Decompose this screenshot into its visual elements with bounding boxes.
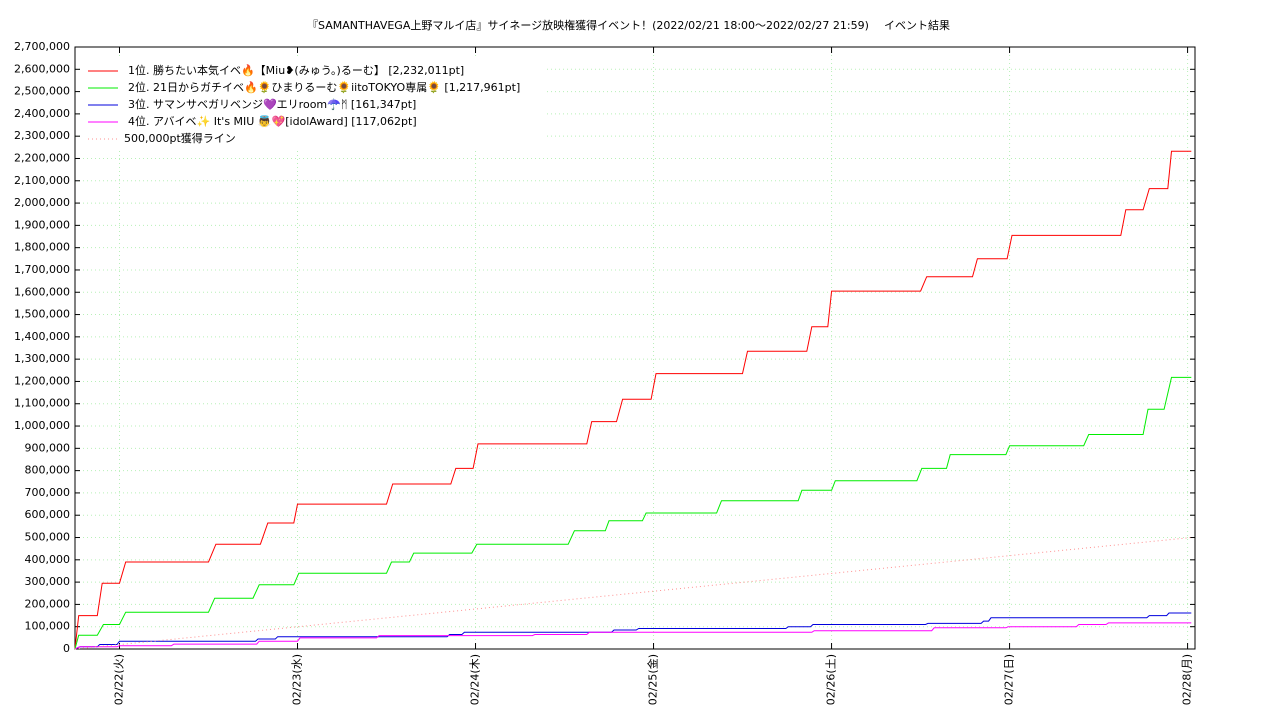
y-tick-label: 2,100,000	[14, 174, 70, 187]
x-tick-label: 02/26(土)	[825, 654, 838, 705]
series-line	[74, 376, 1192, 650]
y-tick-label: 2,300,000	[14, 129, 70, 142]
y-tick-label: 1,300,000	[14, 352, 70, 365]
y-tick-label: 1,400,000	[14, 330, 70, 343]
y-tick-label: 2,000,000	[14, 196, 70, 209]
chart-subtitle: イベント結果	[884, 18, 950, 32]
chart-title: 『SAMANTHAVEGA上野マルイ店』サイネージ放映権獲得イベント！(2022…	[307, 18, 869, 32]
y-tick-label: 2,400,000	[14, 107, 70, 120]
y-tick-label: 0	[63, 642, 70, 655]
y-tick-label: 1,200,000	[14, 374, 70, 387]
x-tick-label: 02/28(月)	[1181, 654, 1194, 705]
y-tick-label: 1,800,000	[14, 241, 70, 254]
y-tick-label: 1,100,000	[14, 397, 70, 410]
x-tick-label: 02/22(火)	[113, 654, 126, 705]
series-line	[74, 537, 1192, 650]
y-tick-label: 1,600,000	[14, 285, 70, 298]
y-tick-label: 1,900,000	[14, 218, 70, 231]
y-tick-label: 600,000	[25, 508, 71, 521]
x-tick-label: 02/25(金)	[646, 654, 660, 705]
legend-label: 500,000pt獲得ライン	[124, 132, 236, 145]
y-tick-label: 2,700,000	[14, 40, 70, 53]
y-tick-label: 500,000	[25, 531, 71, 544]
legend-box	[80, 57, 545, 151]
legend-label: 3位. サマンサベガリベンジ💜エリroom☂️ᛗ [161,347pt]	[128, 97, 416, 111]
series-line	[74, 612, 1192, 650]
x-tick-label: 02/27(日)	[1003, 654, 1016, 705]
y-tick-label: 1,500,000	[14, 308, 70, 321]
y-tick-label: 100,000	[25, 620, 71, 633]
y-tick-label: 800,000	[25, 464, 71, 477]
series-line	[74, 150, 1192, 650]
x-tick-label: 02/23(水)	[291, 654, 304, 705]
x-tick-label: 02/24(木)	[469, 654, 482, 705]
y-tick-label: 400,000	[25, 553, 71, 566]
y-tick-label: 300,000	[25, 575, 71, 588]
plot-frame	[74, 46, 1196, 650]
legend-label: 2位. 21日からガチイベ🔥🌻ひまりるーむ🌻iitoTOKYO専属🌻 [1,21…	[128, 80, 520, 94]
legend-label: 4位. アバイベ✨ It's MIU 👼💖[idolAward] [117,06…	[128, 114, 417, 128]
y-tick-label: 2,600,000	[14, 62, 70, 75]
y-tick-label: 700,000	[25, 486, 71, 499]
legend-label: 1位. 勝ちたい本気イベ🔥【Miu❥(みゅう。)るーむ】 [2,232,011p…	[128, 63, 464, 77]
y-tick-label: 1,000,000	[14, 419, 70, 432]
y-tick-label: 900,000	[25, 441, 71, 454]
y-tick-label: 1,700,000	[14, 263, 70, 276]
y-tick-label: 2,500,000	[14, 85, 70, 98]
y-tick-label: 2,200,000	[14, 151, 70, 164]
y-tick-label: 200,000	[25, 597, 71, 610]
series-line	[74, 622, 1192, 650]
